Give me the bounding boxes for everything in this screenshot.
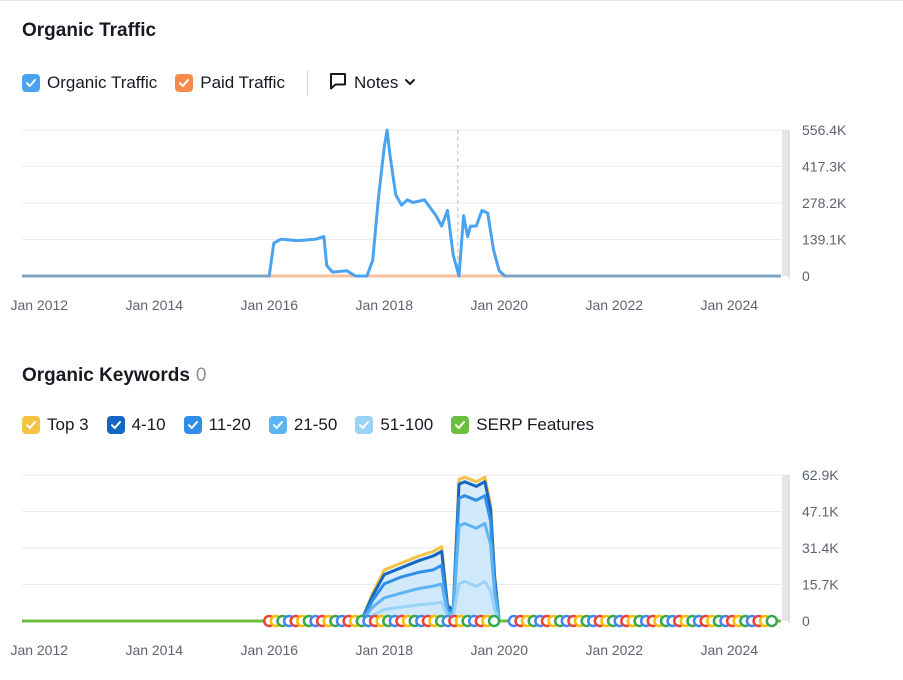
checkbox-icon[interactable]: [22, 74, 40, 92]
checkbox-icon[interactable]: [106, 416, 125, 434]
traffic-x-tick-label: Jan 2016: [240, 297, 298, 313]
keywords-x-tick-label: Jan 2014: [125, 642, 183, 658]
keywords-y-tick-label: 31.4K: [802, 540, 839, 556]
keywords-x-tick-label: Jan 2024: [700, 642, 758, 658]
legend-label: 11-20: [208, 415, 251, 434]
notes-label: Notes: [353, 73, 399, 92]
checkbox-icon[interactable]: [268, 416, 287, 434]
traffic-y-tick-label: 556.4K: [802, 122, 847, 138]
notes-dropdown[interactable]: Notes: [328, 71, 416, 96]
keywords-title-text: Organic Keywords: [22, 365, 190, 386]
traffic-x-tick-label: Jan 2022: [585, 297, 643, 313]
traffic-section-title: Organic Traffic: [22, 20, 156, 42]
keywords-count: 0: [195, 365, 207, 386]
keywords-section-title: Organic Keywords 0: [22, 365, 206, 387]
organic-traffic-line: [22, 128, 781, 278]
keywords-x-tick-label: Jan 2018: [355, 642, 413, 658]
traffic-y-tick-label: 417.3K: [802, 159, 847, 175]
legend-item-top-3[interactable]: Top 3: [22, 415, 89, 435]
organic-traffic-chart: 556.4K 417.3K 278.2K 139.1K 0 Jan 2012 Jan 201…: [10, 122, 847, 313]
traffic-x-tick-label: Jan 2014: [125, 297, 183, 313]
legend-label: 4-10: [131, 415, 166, 434]
traffic-x-tick-label: Jan 2020: [470, 297, 528, 313]
google-update-marker-icon: [487, 614, 501, 628]
traffic-x-tick-label: Jan 2018: [355, 297, 413, 313]
keywords-x-tick-label: Jan 2022: [585, 642, 643, 658]
keywords-line-21-50: [360, 522, 501, 622]
keywords-y-tick-label: 47.1K: [802, 504, 839, 520]
keywords-x-tick-label: Jan 2016: [240, 642, 298, 658]
legend-item-4-10[interactable]: 4-10: [106, 415, 166, 435]
legend-item-11-20[interactable]: 11-20: [183, 415, 251, 435]
keywords-x-tick-label: Jan 2012: [10, 642, 68, 658]
legend-item-51-100[interactable]: 51-100: [355, 415, 433, 435]
keywords-y-tick-label: 62.9K: [802, 467, 839, 483]
keywords-x-tick-label: Jan 2020: [470, 642, 528, 658]
traffic-x-tick-label: Jan 2024: [700, 297, 758, 313]
legend-label: Top 3: [47, 415, 89, 434]
traffic-y-tick-label: 0: [802, 268, 810, 284]
legend-label: 51-100: [380, 415, 434, 434]
legend-label: 21-50: [293, 415, 338, 434]
legend-organic-label: Organic Traffic: [47, 73, 158, 92]
keywords-legend: Top 3 4-10 11-20 21-50 51-100 SERP Features: [22, 415, 612, 435]
checkbox-icon[interactable]: [451, 416, 470, 434]
keywords-y-tick-label: 15.7K: [802, 577, 839, 593]
keywords-y-tick-label: 0: [802, 613, 810, 629]
chevron-down-icon: [404, 73, 416, 93]
legend-label: SERP Features: [476, 415, 595, 434]
checkbox-icon[interactable]: [183, 416, 202, 434]
legend-item-serp-features[interactable]: SERP Features: [451, 415, 594, 435]
legend-paid-label: Paid Traffic: [200, 73, 285, 92]
keywords-line-11-20: [359, 494, 501, 622]
keywords-line-4-10: [359, 480, 501, 622]
checkbox-icon[interactable]: [355, 416, 374, 434]
top-divider: [0, 0, 903, 1]
traffic-scroll-strip: [782, 130, 789, 276]
checkbox-icon[interactable]: [175, 74, 194, 92]
traffic-y-tick-label: 278.2K: [802, 195, 847, 211]
legend-paid-traffic[interactable]: Paid Traffic: [175, 73, 285, 93]
legend-divider: [306, 70, 308, 96]
traffic-legend: Organic Traffic Paid Traffic Notes: [22, 70, 416, 96]
traffic-x-tick-label: Jan 2012: [10, 297, 68, 313]
keywords-area-51-100: [361, 581, 500, 621]
keywords-scroll-strip: [782, 475, 789, 621]
checkbox-icon[interactable]: [22, 416, 40, 434]
traffic-y-tick-label: 139.1K: [802, 232, 847, 248]
comment-icon: [328, 71, 348, 96]
legend-item-21-50[interactable]: 21-50: [268, 415, 338, 435]
google-update-marker-icon: [765, 614, 779, 628]
legend-organic-traffic[interactable]: Organic Traffic: [22, 73, 157, 93]
traffic-title-text: Organic Traffic: [22, 20, 157, 41]
